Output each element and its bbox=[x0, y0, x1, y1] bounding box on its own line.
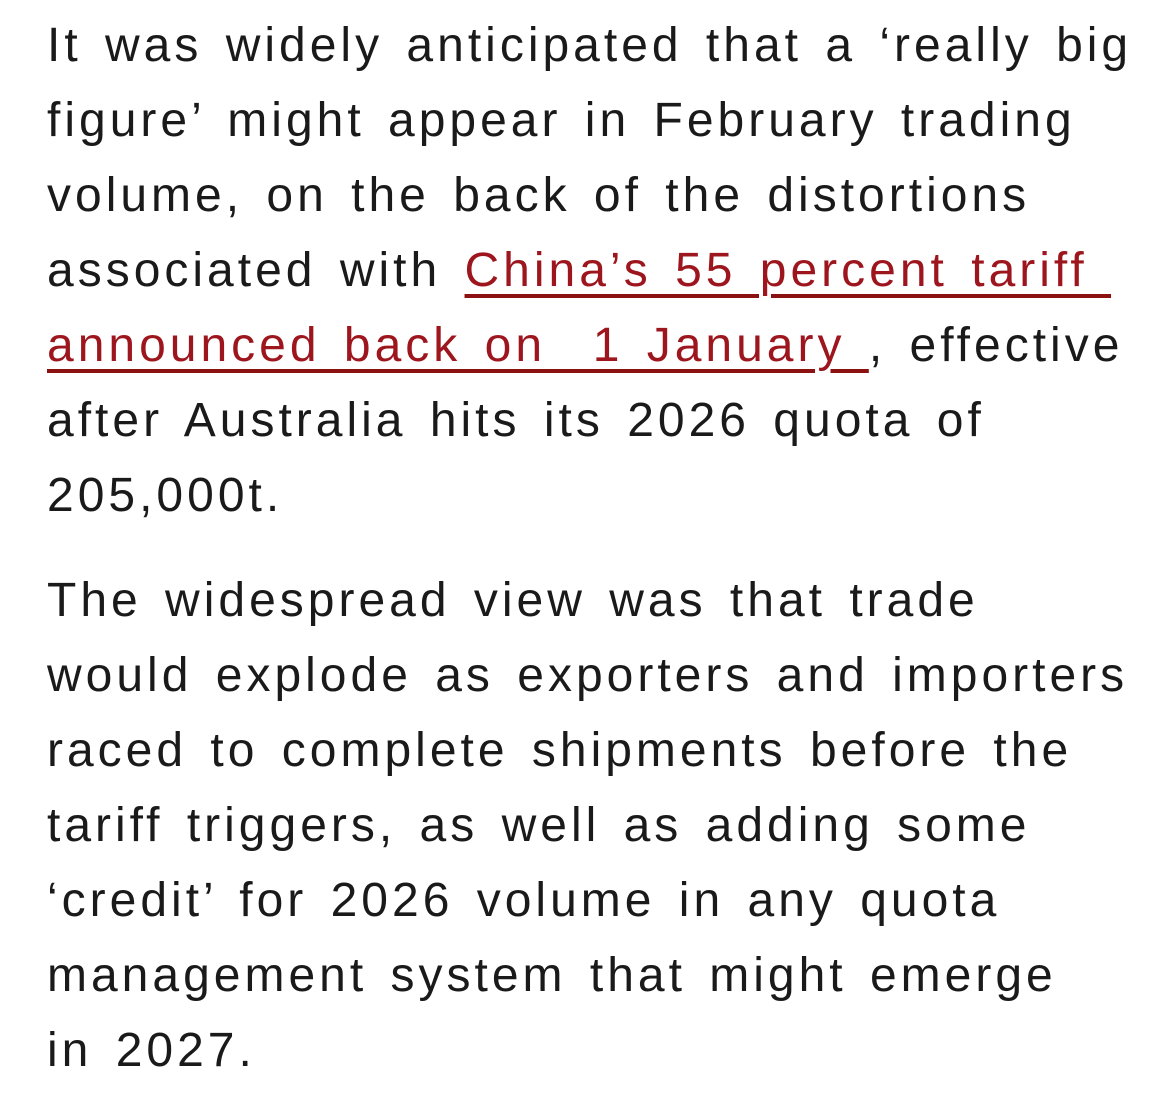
text-line: It was widely anticipated that a ‘really… bbox=[47, 8, 1150, 83]
paragraph-text: 205,000t. bbox=[47, 469, 284, 522]
tariff-announcement-link[interactable]: China’s 55 percent tariff bbox=[464, 244, 1112, 297]
paragraph-text: ‘credit’ for 2026 volume in any quota bbox=[47, 874, 1001, 927]
paragraph-text: It was widely anticipated that a ‘really… bbox=[47, 19, 1133, 72]
text-line: 205,000t. bbox=[47, 458, 1150, 533]
text-line: associated with China’s 55 percent tarif… bbox=[47, 233, 1150, 308]
text-line: volume, on the back of the distortions bbox=[47, 158, 1150, 233]
paragraph-text: , effective bbox=[868, 319, 1124, 372]
tariff-announcement-link[interactable]: announced back on 1 January bbox=[47, 319, 869, 372]
text-line: tariff triggers, as well as adding some bbox=[47, 788, 1150, 863]
text-line: management system that might emerge bbox=[47, 938, 1150, 1013]
paragraph-text: would explode as exporters and importers bbox=[47, 649, 1129, 702]
paragraph-text: associated with bbox=[47, 244, 465, 297]
paragraph-text: management system that might emerge bbox=[47, 949, 1057, 1002]
text-line: The widespread view was that trade bbox=[47, 563, 1150, 638]
paragraph: The widespread view was that trade would … bbox=[47, 563, 1150, 1088]
text-line: ‘credit’ for 2026 volume in any quota bbox=[47, 863, 1150, 938]
text-line: figure’ might appear in February trading bbox=[47, 83, 1150, 158]
text-line: announced back on 1 January , effective bbox=[47, 308, 1150, 383]
paragraph-text: volume, on the back of the distortions bbox=[47, 169, 1031, 222]
paragraph: It was widely anticipated that a ‘really… bbox=[47, 8, 1150, 533]
text-line: would explode as exporters and importers bbox=[47, 638, 1150, 713]
paragraph-text: raced to complete shipments before the bbox=[47, 724, 1073, 777]
paragraph-text: in 2027. bbox=[47, 1024, 256, 1077]
paragraph-text: after Australia hits its 2026 quota of bbox=[47, 394, 985, 447]
text-line: after Australia hits its 2026 quota of bbox=[47, 383, 1150, 458]
paragraph-text: tariff triggers, as well as adding some bbox=[47, 799, 1031, 852]
paragraph-text: The widespread view was that trade bbox=[47, 574, 979, 627]
text-line: raced to complete shipments before the bbox=[47, 713, 1150, 788]
paragraph-text: figure’ might appear in February trading bbox=[47, 94, 1076, 147]
text-line: in 2027. bbox=[47, 1013, 1150, 1088]
